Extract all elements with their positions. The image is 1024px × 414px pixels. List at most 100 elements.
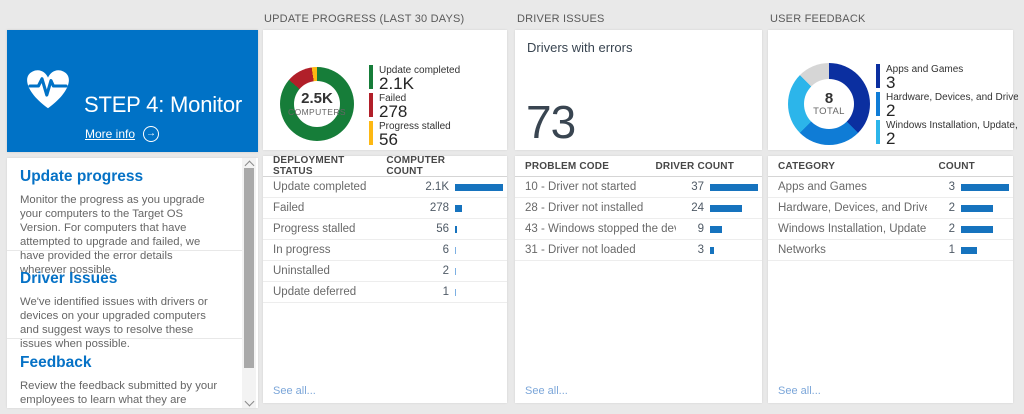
row-bar xyxy=(710,246,762,254)
row-count: 2 xyxy=(442,265,449,277)
step-title: STEP 4: Monitor xyxy=(84,92,242,117)
count-bar xyxy=(710,225,722,233)
row-bar xyxy=(455,267,507,275)
scrollbar-thumb[interactable] xyxy=(244,168,254,368)
update-progress-chart-panel: 2.5K COMPUTERS Update completed 2.1K Faile… xyxy=(263,30,507,150)
col-computer-count: COMPUTER COUNT xyxy=(386,155,446,177)
deployment-status-table-panel: DEPLOYMENT STATUS COMPUTER COUNT Update … xyxy=(263,155,507,403)
row-bar xyxy=(455,246,507,254)
row-label: Update deferred xyxy=(273,286,357,298)
feedback-total-label: TOTAL xyxy=(813,106,845,117)
legend-item: Progress stalled 56 xyxy=(369,121,460,148)
row-count: 56 xyxy=(436,223,449,235)
donut-center: 8 TOTAL xyxy=(788,63,870,145)
table-row[interactable]: Networks 1 xyxy=(768,240,1013,261)
count-bar xyxy=(455,267,456,275)
legend-swatch xyxy=(876,92,880,116)
row-count: 24 xyxy=(691,202,704,214)
row-count: 2 xyxy=(948,202,955,214)
legend-value: 3 xyxy=(886,73,896,92)
row-count: 2.1K xyxy=(425,181,449,193)
row-bar xyxy=(455,204,507,212)
table-row[interactable]: Progress stalled 56 xyxy=(263,219,507,240)
row-count: 278 xyxy=(429,202,449,214)
table-row[interactable]: Uninstalled 2 xyxy=(263,261,507,282)
col-problem-code: PROBLEM CODE xyxy=(525,160,610,172)
col-category: CATEGORY xyxy=(778,160,836,172)
table-row[interactable]: 43 - Windows stopped the devi... 9 xyxy=(515,219,762,240)
row-label: Apps and Games xyxy=(778,181,867,193)
count-bar xyxy=(455,225,457,233)
legend-item: Apps and Games 3 xyxy=(876,64,1018,92)
row-label: 31 - Driver not loaded xyxy=(525,244,636,256)
row-label: Update completed xyxy=(273,181,367,193)
row-count: 2 xyxy=(948,223,955,235)
table-header: CATEGORY COUNT xyxy=(768,156,1013,177)
legend-value: 2 xyxy=(886,129,896,148)
computers-total-label: COMPUTERS xyxy=(288,107,346,117)
update-progress-legend: Update completed 2.1K Failed 278 Progress st… xyxy=(369,65,460,149)
drivers-with-errors-value[interactable]: 73 xyxy=(526,96,576,148)
see-all-link[interactable]: See all... xyxy=(778,385,821,397)
section-feedback: Feedback Review the feedback submitted b… xyxy=(20,354,232,408)
user-feedback-donut-chart[interactable]: 8 TOTAL xyxy=(788,63,870,145)
col-count: COUNT xyxy=(938,160,975,172)
legend-label: Apps and Games xyxy=(886,64,964,75)
row-bar xyxy=(710,183,762,191)
column-header-driver-issues: DRIVER ISSUES xyxy=(517,13,605,25)
row-bar xyxy=(961,225,1013,233)
count-bar xyxy=(710,183,758,191)
row-count: 3 xyxy=(948,181,955,193)
legend-label: Windows Installation, Update, and... xyxy=(886,120,1018,131)
table-row[interactable]: 31 - Driver not loaded 3 xyxy=(515,240,762,261)
count-bar xyxy=(961,225,993,233)
section-title: Driver Issues xyxy=(20,270,118,287)
step-4-monitor-tile[interactable]: STEP 4: Monitor More info → xyxy=(7,30,258,152)
table-body: 10 - Driver not started 37 28 - Driver not… xyxy=(515,177,762,261)
count-bar xyxy=(961,183,1009,191)
row-label: Uninstalled xyxy=(273,265,330,277)
table-row[interactable]: 28 - Driver not installed 24 xyxy=(515,198,762,219)
row-label: Failed xyxy=(273,202,305,214)
col-deployment-status: DEPLOYMENT STATUS xyxy=(273,155,345,177)
legend-label: Update completed xyxy=(379,65,461,76)
see-all-link[interactable]: See all... xyxy=(525,385,568,397)
count-bar xyxy=(961,246,977,254)
row-label: Hardware, Devices, and Drivers xyxy=(778,202,927,214)
row-bar xyxy=(710,225,762,233)
more-info-arrow-icon[interactable]: → xyxy=(143,126,159,142)
count-bar xyxy=(455,183,503,191)
legend-item: Windows Installation, Update, and...2 xyxy=(876,120,1018,148)
user-feedback-chart-panel: 8 TOTAL Apps and Games 3 Hardware, Devices… xyxy=(768,30,1018,150)
count-bar xyxy=(455,288,456,296)
section-driver-issues: Driver Issues We've identified issues wi… xyxy=(20,270,232,351)
donut-center: 2.5K COMPUTERS xyxy=(280,67,354,141)
table-row[interactable]: Failed 278 xyxy=(263,198,507,219)
see-all-link[interactable]: See all... xyxy=(273,385,316,397)
table-row[interactable]: Windows Installation, Update,... 2 xyxy=(768,219,1013,240)
row-count: 1 xyxy=(948,244,955,256)
count-bar xyxy=(455,246,456,254)
table-row[interactable]: Update completed 2.1K xyxy=(263,177,507,198)
table-row[interactable]: 10 - Driver not started 37 xyxy=(515,177,762,198)
row-bar xyxy=(710,204,762,212)
row-count: 3 xyxy=(697,244,704,256)
more-info-link[interactable]: More info xyxy=(85,127,136,141)
table-row[interactable]: In progress 6 xyxy=(263,240,507,261)
count-bar xyxy=(961,204,993,212)
feedback-total: 8 xyxy=(824,90,834,107)
section-update-progress: Update progress Monitor the progress as … xyxy=(20,168,232,277)
table-row[interactable]: Apps and Games 3 xyxy=(768,177,1013,198)
table-row[interactable]: Update deferred 1 xyxy=(263,282,507,303)
row-label: 43 - Windows stopped the devi... xyxy=(525,223,676,235)
table-body: Update completed 2.1K Failed 278 Progress st… xyxy=(263,177,507,303)
table-row[interactable]: Hardware, Devices, and Drivers 2 xyxy=(768,198,1013,219)
update-progress-donut-chart[interactable]: 2.5K COMPUTERS xyxy=(280,67,354,141)
section-body: Monitor the progress as you upgrade your… xyxy=(20,194,205,276)
count-bar xyxy=(710,246,714,254)
count-bar xyxy=(455,204,462,212)
step-description-panel: Update progress Monitor the progress as … xyxy=(7,158,258,408)
section-title: Feedback xyxy=(20,354,92,371)
table-body: Apps and Games 3 Hardware, Devices, and Dr… xyxy=(768,177,1013,261)
row-count: 9 xyxy=(697,223,704,235)
